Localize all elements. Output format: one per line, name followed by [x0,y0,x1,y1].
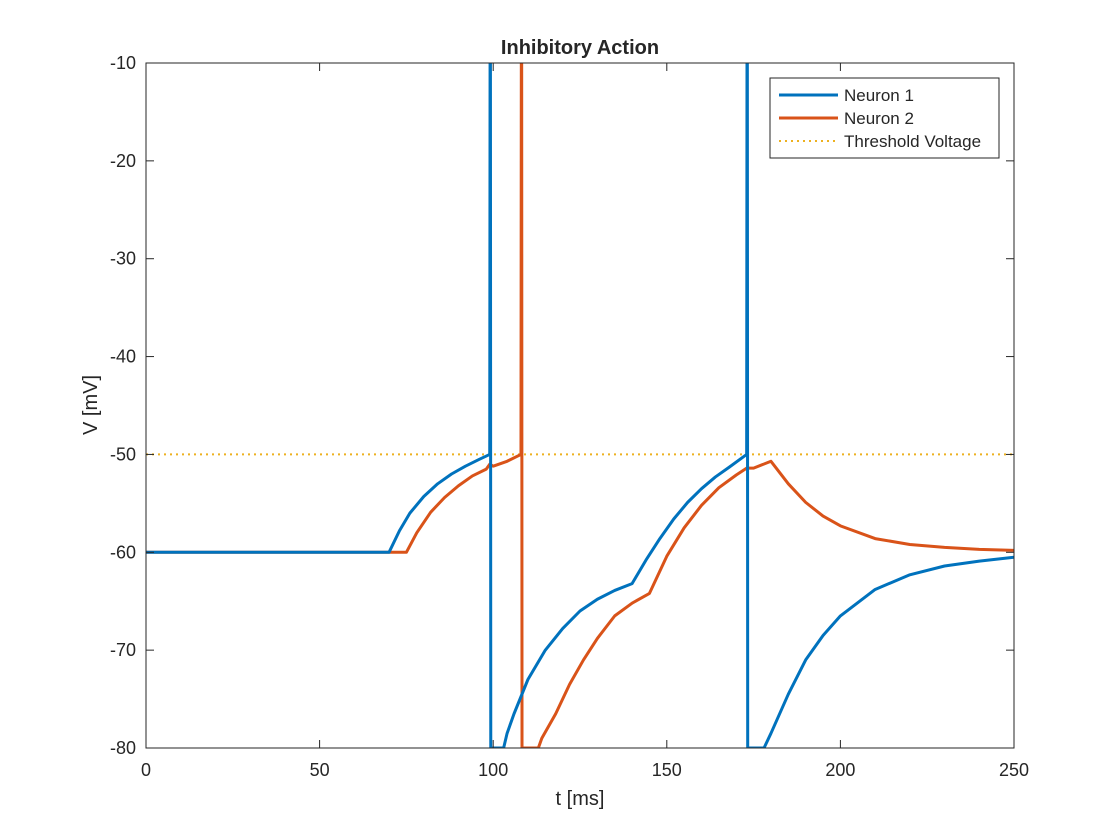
x-tick-label: 200 [825,760,855,780]
legend-label-0: Neuron 1 [844,86,914,105]
tick-layer: 0 50 100 150 200 250 -80 -70 -60 -50 -40 -30 -20 -10 [110,53,1029,780]
y-tick-label: -70 [110,640,136,660]
y-tick-label: -40 [110,347,136,367]
y-tick-label: -30 [110,249,136,269]
x-tick-label: 100 [478,760,508,780]
series-line-0 [146,63,1014,748]
y-tick-label: -60 [110,542,136,562]
legend-label-2: Threshold Voltage [844,132,981,151]
y-tick-label: -80 [110,738,136,758]
y-tick-label: -20 [110,151,136,171]
x-tick-label: 50 [310,760,330,780]
y-tick-label: -10 [110,53,136,73]
plot-area [146,63,1014,748]
legend: Neuron 1 Neuron 2 Threshold Voltage [769,77,1000,159]
y-axis-label: V [mV] [80,375,102,435]
x-tick-label: 0 [141,760,151,780]
x-tick-label: 150 [652,760,682,780]
x-axis-label: t [ms] [556,788,605,810]
series-line-1 [146,63,1014,748]
x-tick-label: 250 [999,760,1029,780]
legend-label-1: Neuron 2 [844,109,914,128]
series-layer [146,63,1014,748]
axes-box [145,62,1015,749]
y-tick-label: -50 [110,444,136,464]
chart-title: Inhibitory Action [501,37,659,59]
